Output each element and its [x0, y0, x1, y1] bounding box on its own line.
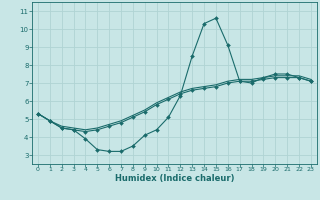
X-axis label: Humidex (Indice chaleur): Humidex (Indice chaleur)	[115, 174, 234, 183]
